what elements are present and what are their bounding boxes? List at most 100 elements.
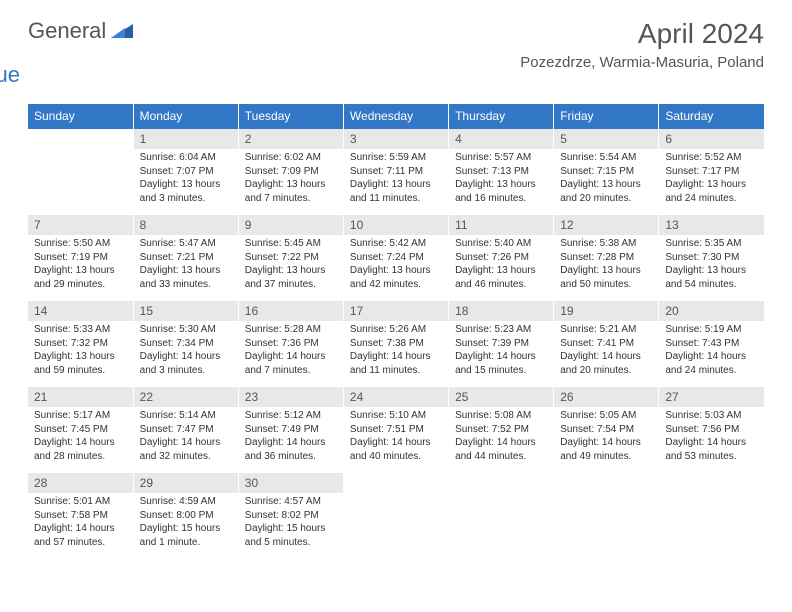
calendar-cell: 6Sunrise: 5:52 AMSunset: 7:17 PMDaylight… bbox=[659, 129, 764, 213]
sunset-text: Sunset: 7:36 PM bbox=[245, 337, 337, 351]
day-number: 18 bbox=[449, 301, 553, 321]
calendar-row: 7Sunrise: 5:50 AMSunset: 7:19 PMDaylight… bbox=[28, 212, 764, 298]
day-number bbox=[659, 473, 764, 491]
calendar-cell bbox=[343, 470, 448, 556]
sunrise-text: Sunrise: 5:59 AM bbox=[350, 151, 442, 165]
sunset-text: Sunset: 7:26 PM bbox=[455, 251, 547, 265]
sunrise-text: Sunrise: 5:30 AM bbox=[140, 323, 232, 337]
sunrise-text: Sunrise: 6:02 AM bbox=[245, 151, 337, 165]
logo-triangle-icon bbox=[111, 20, 133, 43]
daylight-text: Daylight: 13 hours and 3 minutes. bbox=[140, 178, 232, 205]
day-header: Thursday bbox=[449, 104, 554, 129]
day-number: 30 bbox=[239, 473, 343, 493]
sunset-text: Sunset: 7:56 PM bbox=[665, 423, 758, 437]
header-right: April 2024 Pozezdrze, Warmia-Masuria, Po… bbox=[520, 18, 764, 71]
calendar-cell: 17Sunrise: 5:26 AMSunset: 7:38 PMDayligh… bbox=[343, 298, 448, 384]
daylight-text: Daylight: 13 hours and 24 minutes. bbox=[665, 178, 758, 205]
sunrise-text: Sunrise: 5:14 AM bbox=[140, 409, 232, 423]
sunset-text: Sunset: 8:02 PM bbox=[245, 509, 337, 523]
daylight-text: Daylight: 15 hours and 1 minute. bbox=[140, 522, 232, 549]
calendar-cell: 26Sunrise: 5:05 AMSunset: 7:54 PMDayligh… bbox=[554, 384, 659, 470]
calendar-cell bbox=[449, 470, 554, 556]
sunrise-text: Sunrise: 5:38 AM bbox=[560, 237, 652, 251]
day-number bbox=[554, 473, 658, 491]
calendar-cell: 10Sunrise: 5:42 AMSunset: 7:24 PMDayligh… bbox=[343, 212, 448, 298]
day-content: Sunrise: 5:47 AMSunset: 7:21 PMDaylight:… bbox=[134, 235, 238, 295]
calendar-cell: 12Sunrise: 5:38 AMSunset: 7:28 PMDayligh… bbox=[554, 212, 659, 298]
sunset-text: Sunset: 7:41 PM bbox=[560, 337, 652, 351]
sunset-text: Sunset: 7:30 PM bbox=[665, 251, 758, 265]
day-number: 14 bbox=[28, 301, 133, 321]
calendar-row: 1Sunrise: 6:04 AMSunset: 7:07 PMDaylight… bbox=[28, 129, 764, 213]
sunrise-text: Sunrise: 5:57 AM bbox=[455, 151, 547, 165]
sunrise-text: Sunrise: 5:54 AM bbox=[560, 151, 652, 165]
sunset-text: Sunset: 7:49 PM bbox=[245, 423, 337, 437]
day-content: Sunrise: 5:38 AMSunset: 7:28 PMDaylight:… bbox=[554, 235, 658, 295]
day-content: Sunrise: 5:26 AMSunset: 7:38 PMDaylight:… bbox=[344, 321, 448, 381]
sunrise-text: Sunrise: 5:26 AM bbox=[350, 323, 442, 337]
day-content: Sunrise: 4:57 AMSunset: 8:02 PMDaylight:… bbox=[239, 493, 343, 553]
day-content: Sunrise: 5:01 AMSunset: 7:58 PMDaylight:… bbox=[28, 493, 133, 553]
day-number: 9 bbox=[239, 215, 343, 235]
sunset-text: Sunset: 7:32 PM bbox=[34, 337, 127, 351]
daylight-text: Daylight: 14 hours and 11 minutes. bbox=[350, 350, 442, 377]
day-content: Sunrise: 6:04 AMSunset: 7:07 PMDaylight:… bbox=[134, 149, 238, 209]
day-number: 20 bbox=[659, 301, 764, 321]
day-number: 24 bbox=[344, 387, 448, 407]
day-number: 2 bbox=[239, 129, 343, 149]
daylight-text: Daylight: 14 hours and 57 minutes. bbox=[34, 522, 127, 549]
sunrise-text: Sunrise: 4:59 AM bbox=[140, 495, 232, 509]
calendar-cell: 4Sunrise: 5:57 AMSunset: 7:13 PMDaylight… bbox=[449, 129, 554, 213]
day-header: Wednesday bbox=[343, 104, 448, 129]
sunrise-text: Sunrise: 5:01 AM bbox=[34, 495, 127, 509]
calendar-cell: 18Sunrise: 5:23 AMSunset: 7:39 PMDayligh… bbox=[449, 298, 554, 384]
calendar-cell: 19Sunrise: 5:21 AMSunset: 7:41 PMDayligh… bbox=[554, 298, 659, 384]
sunrise-text: Sunrise: 5:19 AM bbox=[665, 323, 758, 337]
sunrise-text: Sunrise: 5:47 AM bbox=[140, 237, 232, 251]
calendar-table: Sunday Monday Tuesday Wednesday Thursday… bbox=[28, 104, 764, 559]
day-number: 16 bbox=[239, 301, 343, 321]
calendar-cell: 9Sunrise: 5:45 AMSunset: 7:22 PMDaylight… bbox=[238, 212, 343, 298]
day-number: 11 bbox=[449, 215, 553, 235]
day-number: 15 bbox=[134, 301, 238, 321]
day-content: Sunrise: 5:50 AMSunset: 7:19 PMDaylight:… bbox=[28, 235, 133, 295]
calendar-body: 1Sunrise: 6:04 AMSunset: 7:07 PMDaylight… bbox=[28, 129, 764, 557]
day-content: Sunrise: 5:21 AMSunset: 7:41 PMDaylight:… bbox=[554, 321, 658, 381]
sunrise-text: Sunrise: 5:12 AM bbox=[245, 409, 337, 423]
sunset-text: Sunset: 7:24 PM bbox=[350, 251, 442, 265]
day-content: Sunrise: 5:17 AMSunset: 7:45 PMDaylight:… bbox=[28, 407, 133, 467]
daylight-text: Daylight: 13 hours and 33 minutes. bbox=[140, 264, 232, 291]
sunset-text: Sunset: 7:22 PM bbox=[245, 251, 337, 265]
day-header: Sunday bbox=[28, 104, 133, 129]
day-content: Sunrise: 5:23 AMSunset: 7:39 PMDaylight:… bbox=[449, 321, 553, 381]
sunset-text: Sunset: 7:11 PM bbox=[350, 165, 442, 179]
day-number: 10 bbox=[344, 215, 448, 235]
daylight-text: Daylight: 13 hours and 29 minutes. bbox=[34, 264, 127, 291]
sunrise-text: Sunrise: 5:08 AM bbox=[455, 409, 547, 423]
day-content: Sunrise: 5:35 AMSunset: 7:30 PMDaylight:… bbox=[659, 235, 764, 295]
day-content: Sunrise: 5:57 AMSunset: 7:13 PMDaylight:… bbox=[449, 149, 553, 209]
day-number: 6 bbox=[659, 129, 764, 149]
calendar-cell: 3Sunrise: 5:59 AMSunset: 7:11 PMDaylight… bbox=[343, 129, 448, 213]
sunset-text: Sunset: 7:09 PM bbox=[245, 165, 337, 179]
day-number: 25 bbox=[449, 387, 553, 407]
calendar-cell: 30Sunrise: 4:57 AMSunset: 8:02 PMDayligh… bbox=[238, 470, 343, 556]
daylight-text: Daylight: 13 hours and 7 minutes. bbox=[245, 178, 337, 205]
calendar-cell bbox=[554, 470, 659, 556]
day-content: Sunrise: 6:02 AMSunset: 7:09 PMDaylight:… bbox=[239, 149, 343, 209]
day-number: 12 bbox=[554, 215, 658, 235]
day-header: Monday bbox=[133, 104, 238, 129]
logo: General Blue bbox=[28, 18, 133, 88]
calendar-cell: 11Sunrise: 5:40 AMSunset: 7:26 PMDayligh… bbox=[449, 212, 554, 298]
calendar-row: 28Sunrise: 5:01 AMSunset: 7:58 PMDayligh… bbox=[28, 470, 764, 556]
daylight-text: Daylight: 14 hours and 40 minutes. bbox=[350, 436, 442, 463]
calendar-cell: 22Sunrise: 5:14 AMSunset: 7:47 PMDayligh… bbox=[133, 384, 238, 470]
sunset-text: Sunset: 8:00 PM bbox=[140, 509, 232, 523]
day-content: Sunrise: 5:08 AMSunset: 7:52 PMDaylight:… bbox=[449, 407, 553, 467]
calendar-cell: 27Sunrise: 5:03 AMSunset: 7:56 PMDayligh… bbox=[659, 384, 764, 470]
sunset-text: Sunset: 7:54 PM bbox=[560, 423, 652, 437]
day-number: 5 bbox=[554, 129, 658, 149]
day-number: 1 bbox=[134, 129, 238, 149]
sunrise-text: Sunrise: 5:05 AM bbox=[560, 409, 652, 423]
day-content: Sunrise: 5:19 AMSunset: 7:43 PMDaylight:… bbox=[659, 321, 764, 381]
